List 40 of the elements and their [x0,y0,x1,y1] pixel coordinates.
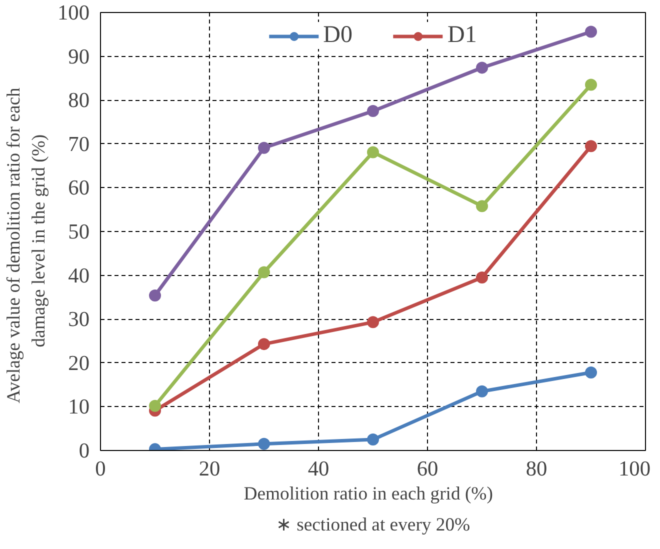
point [585,26,597,38]
y-tick-label: 10 [68,394,90,419]
point [367,434,379,446]
point [149,289,161,302]
x-tick-label: 80 [526,456,548,480]
point [258,142,270,154]
point [476,200,488,212]
point [476,62,488,74]
point [367,146,379,158]
y-tick-label: 60 [68,176,90,200]
x-tick-label: 0 [95,456,106,480]
x-tick-label: 60 [416,456,438,480]
x-tick-label: 100 [618,456,651,480]
point [258,338,270,350]
y-tick-label: 40 [68,263,90,288]
point [258,438,270,450]
y-tick-label: 90 [68,44,90,68]
y-tick-label: 50 [68,220,90,244]
point [585,140,597,152]
y-tick-label: 30 [68,307,90,332]
point [367,105,379,118]
text: ∗ sectioned at every 20% [276,514,470,536]
y-tick-label: 0 [78,438,90,462]
y-tick-label: 20 [68,350,90,375]
y-tick-label: 70 [68,132,90,156]
legend-label: D1 [448,22,477,49]
point [367,316,379,328]
point [258,266,270,278]
point [476,385,488,398]
point [585,366,597,379]
x-tick-label: 40 [308,456,330,480]
point [149,400,161,412]
point [476,272,488,284]
y-axis-title: Avelage value of demolition ratio for each damage level in the grid (%) [3,87,50,404]
x-axis-title: Demolition ratio in each grid (%) [244,484,493,504]
point [585,78,597,91]
x-tick-label: 20 [198,456,220,480]
y-tick-label: 80 [68,88,90,112]
legend-label: D0 [323,22,352,49]
y-tick-label: 100 [58,0,90,24]
